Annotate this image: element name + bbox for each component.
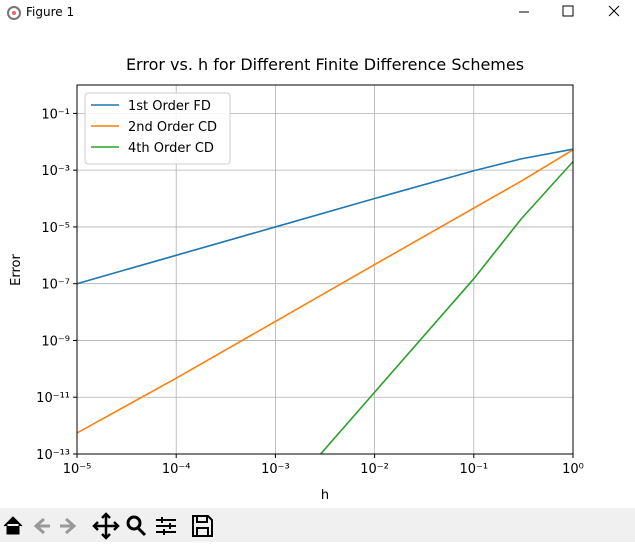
chart: Error vs. h for Different Finite Differe… [9,55,584,503]
x-axis-label: h [321,488,329,503]
line-series [77,149,573,434]
legend-label: 1st Order FD [128,99,211,114]
series-group [319,161,573,454]
forward-button[interactable] [60,517,77,535]
y-axis-label: Error [9,254,24,286]
toolbar-icons [3,512,213,540]
app-icon [7,6,21,20]
x-tick-label: 10⁰ [562,462,584,477]
line-series [77,148,573,285]
home-button[interactable] [3,516,23,535]
y-tick-label: 10⁻³ [41,164,70,179]
chart-title: Error vs. h for Different Finite Differe… [126,55,524,74]
window-title: Figure 1 [26,5,75,19]
x-tick-label: 10⁻⁵ [63,462,92,477]
y-tick-label: 10⁻⁵ [41,221,70,236]
legend-label: 2nd Order CD [128,120,217,135]
legend-label: 4th Order CD [128,141,214,156]
back-button[interactable] [33,517,50,535]
window-controls [519,5,620,17]
y-tick-label: 10⁻⁷ [41,278,70,293]
save-button[interactable] [192,515,213,537]
y-tick-label: 10⁻¹¹ [36,391,70,406]
legend-box [84,92,231,165]
close-button[interactable] [608,5,620,17]
x-tick-label: 10⁻¹ [459,462,488,477]
series-group [77,148,573,285]
x-tick-label: 10⁻⁴ [162,462,191,477]
toolbar [0,508,635,542]
x-tick-label: 10⁻² [360,462,389,477]
title-bar: Figure 1 [0,0,635,25]
x-tick-label: 10⁻³ [261,462,290,477]
pan-button[interactable] [92,512,120,540]
line-series [319,161,573,454]
configure-button[interactable] [156,517,176,535]
y-tick-label: 10⁻¹³ [36,448,70,463]
series-group [77,149,573,434]
plot-frame [76,84,574,455]
maximize-button[interactable] [562,5,574,17]
y-tick-label: 10⁻⁹ [41,334,70,349]
zoom-button[interactable] [126,515,142,531]
y-tick-label: 10⁻¹ [41,107,70,122]
